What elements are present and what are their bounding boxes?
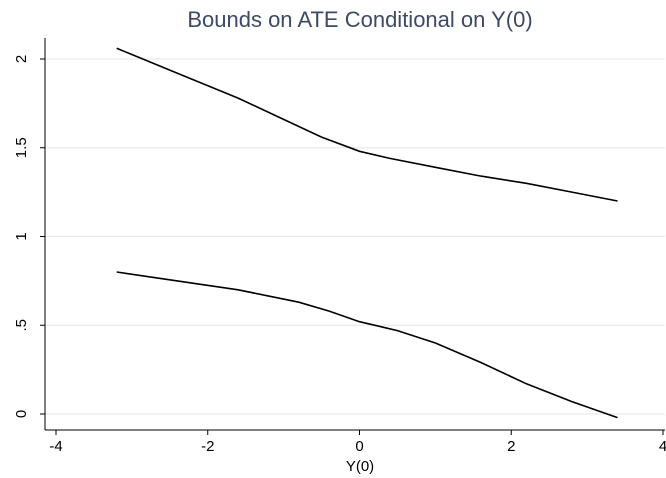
y-tick-label-0: 0 xyxy=(13,410,30,418)
y-tick-label-4: 2 xyxy=(13,55,30,63)
x-tick-label-2: 0 xyxy=(355,438,363,455)
axes xyxy=(40,38,665,435)
x-tick-label-0: -4 xyxy=(49,438,62,455)
x-tick-label-1: -2 xyxy=(201,438,214,455)
series-line-0 xyxy=(116,47,618,202)
series-lines xyxy=(116,47,618,419)
x-axis-label: Y(0) xyxy=(346,458,374,475)
chart-title: Bounds on ATE Conditional on Y(0) xyxy=(187,7,532,32)
x-tick-label-4: 4 xyxy=(659,438,666,455)
y-tick-label-3: 1.5 xyxy=(13,137,30,158)
grid-lines xyxy=(45,58,665,415)
tick-labels: 0 .5 1 1.5 2 -4 -2 0 2 4 xyxy=(13,55,666,455)
x-tick-label-3: 2 xyxy=(507,438,515,455)
y-tick-label-2: 1 xyxy=(13,232,30,240)
y-tick-label-1: .5 xyxy=(13,319,30,332)
series-line-1 xyxy=(116,271,618,419)
